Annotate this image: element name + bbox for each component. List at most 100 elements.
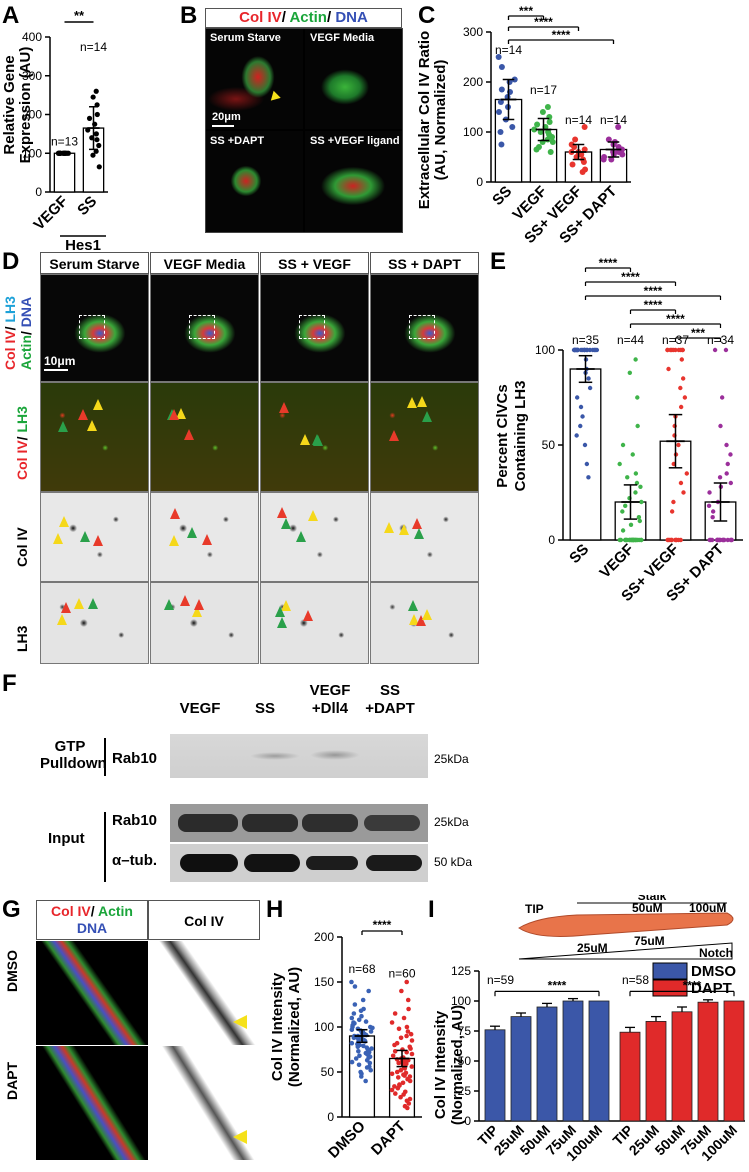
data-point bbox=[363, 1078, 368, 1084]
position-label: 75uM bbox=[634, 934, 665, 948]
arrowhead-icon bbox=[311, 433, 322, 445]
arrowhead-icon bbox=[201, 534, 212, 546]
data-point bbox=[724, 442, 729, 448]
data-point bbox=[398, 1094, 403, 1100]
data-point bbox=[579, 169, 586, 175]
arrowhead-icon bbox=[275, 606, 286, 618]
bar bbox=[723, 1000, 745, 1122]
arrowhead-icon bbox=[186, 526, 197, 538]
row-label: Col IV bbox=[14, 527, 30, 567]
data-point bbox=[666, 366, 671, 372]
data-point bbox=[549, 139, 556, 145]
data-point bbox=[349, 979, 354, 985]
data-point bbox=[633, 490, 638, 495]
group-label-gtp: GTP Pulldown bbox=[40, 738, 107, 772]
bracket bbox=[104, 738, 106, 776]
micrograph-merge bbox=[40, 274, 149, 382]
data-point bbox=[639, 499, 644, 505]
size-label: 25kDa bbox=[434, 815, 469, 829]
data-point bbox=[684, 471, 689, 476]
micrograph-lh3 bbox=[260, 582, 369, 664]
sig-label: **** bbox=[552, 28, 571, 42]
data-point bbox=[581, 347, 587, 353]
data-point bbox=[627, 370, 633, 375]
data-point bbox=[587, 347, 593, 353]
data-point bbox=[497, 99, 504, 105]
arrowhead-icon bbox=[300, 433, 311, 445]
data-point bbox=[370, 1025, 375, 1031]
data-point bbox=[671, 347, 676, 353]
data-point bbox=[678, 480, 684, 486]
tip-label: TIP bbox=[525, 902, 544, 916]
panel-letter-a: A bbox=[2, 2, 20, 29]
arrowhead-icon bbox=[60, 602, 71, 614]
bar bbox=[645, 1021, 667, 1122]
panel-letter-h: H bbox=[266, 896, 284, 923]
data-point bbox=[349, 1027, 355, 1032]
micrograph-merge bbox=[260, 274, 369, 382]
title-part: LH3 bbox=[2, 296, 18, 323]
data-point bbox=[498, 141, 505, 148]
tile-label: VEGF Media bbox=[310, 32, 375, 44]
bar bbox=[510, 1016, 532, 1122]
arrowhead-icon bbox=[191, 606, 202, 618]
data-point bbox=[678, 385, 683, 391]
micrograph-serum-starve bbox=[206, 29, 303, 129]
arrowhead-icon bbox=[92, 534, 103, 546]
y-axis-label: (Normalized, AU) bbox=[449, 1005, 466, 1125]
y-tick-label: 100 bbox=[535, 343, 555, 357]
data-point bbox=[631, 537, 636, 543]
data-point bbox=[669, 509, 675, 514]
data-point bbox=[581, 124, 588, 130]
arrowhead-icon bbox=[92, 398, 103, 410]
sig-label: **** bbox=[644, 284, 663, 298]
arrowhead-icon bbox=[411, 518, 422, 529]
y-tick-label: 100 bbox=[314, 1020, 334, 1034]
n-label: n=14 bbox=[495, 43, 522, 57]
y-tick-label: 0 bbox=[327, 1110, 334, 1124]
data-point bbox=[665, 537, 670, 543]
data-point bbox=[497, 129, 504, 135]
title-part: Col IV bbox=[2, 330, 18, 370]
data-point bbox=[389, 1087, 395, 1093]
title-part: DNA bbox=[335, 9, 368, 26]
bar bbox=[569, 368, 602, 541]
notch-label: Notch bbox=[699, 946, 733, 960]
data-point bbox=[608, 156, 615, 163]
panel-f-western-blot: VEGF SS VEGF +Dll4 SS +DAPT GTP Pulldown Inpu… bbox=[0, 672, 520, 882]
data-point bbox=[352, 984, 358, 989]
data-point bbox=[617, 537, 622, 543]
title-part: Col IV bbox=[239, 9, 282, 26]
y-axis-label: Col IV Intensity bbox=[432, 1010, 449, 1119]
y-tick-label: 200 bbox=[314, 930, 334, 944]
data-point bbox=[600, 156, 607, 163]
sig-label: **** bbox=[599, 256, 618, 270]
data-point bbox=[580, 159, 587, 165]
sig-label: **** bbox=[644, 298, 663, 312]
data-point bbox=[90, 94, 96, 100]
data-point bbox=[534, 121, 541, 128]
n-label: n=59 bbox=[487, 973, 514, 987]
data-point bbox=[717, 475, 723, 480]
blot-label: Rab10 bbox=[112, 750, 158, 767]
data-point bbox=[637, 518, 643, 524]
data-point bbox=[495, 109, 502, 115]
lane-label-line: +DAPT bbox=[365, 700, 415, 717]
legend-swatch bbox=[652, 962, 688, 980]
data-point bbox=[358, 1008, 364, 1014]
panel-letter-b: B bbox=[180, 2, 198, 29]
lane-label: VEGF bbox=[170, 700, 230, 718]
data-point bbox=[679, 357, 685, 362]
micrograph-col-iv bbox=[40, 492, 149, 582]
blot-label: Rab10 bbox=[112, 812, 158, 829]
zoom-box bbox=[79, 315, 105, 339]
data-point bbox=[544, 104, 551, 110]
data-point bbox=[394, 1069, 400, 1075]
data-point bbox=[389, 1071, 395, 1077]
header-col-iv: Col IV bbox=[148, 900, 260, 940]
n-label: n=68 bbox=[348, 962, 375, 976]
y-tick-label: 150 bbox=[314, 975, 334, 989]
data-point bbox=[390, 1053, 396, 1059]
n-label: n=13 bbox=[51, 134, 78, 148]
row-label: Col IV/ LH3 bbox=[2, 296, 18, 370]
